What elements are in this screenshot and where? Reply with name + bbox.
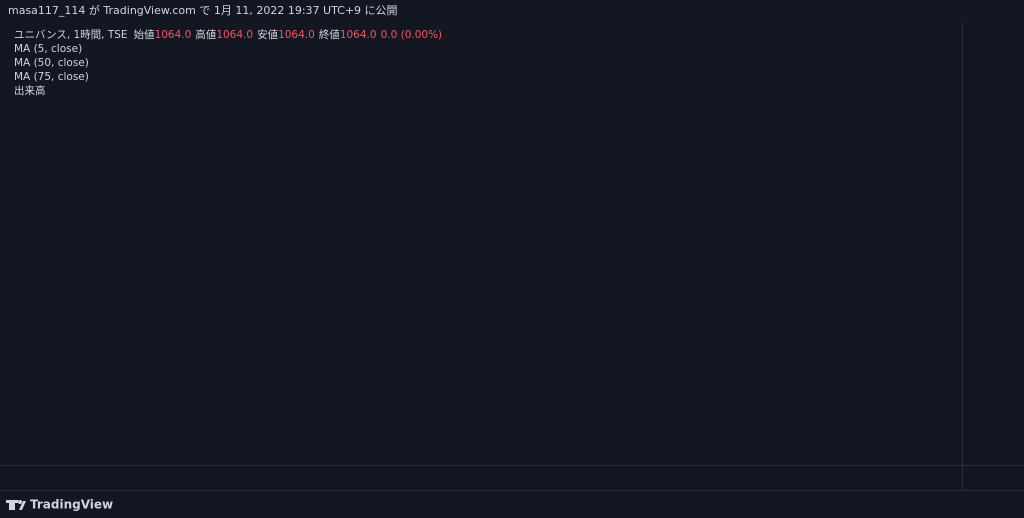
legend-ohlc-value: 1064.0 [278, 29, 315, 41]
legend-ohlc-label: 始値 [134, 28, 155, 41]
header-bar [0, 0, 1024, 22]
brand-name: TradingView [30, 498, 113, 512]
legend: ユニバンス, 1時間, TSE 始値1064.0 高値1064.0 安値1064.0 終… [14, 28, 442, 97]
legend-ohlc-label: 高値 [195, 28, 216, 41]
legend-ma: MA (75, close) [14, 71, 89, 83]
legend-ohlc-label: 安値 [257, 28, 278, 41]
legend-ma: MA (5, close) [14, 43, 82, 55]
legend-ohlc: ユニバンス, 1時間, TSE 始値1064.0 高値1064.0 安値1064.0 終… [14, 28, 442, 41]
legend-ma: MA (50, close) [14, 57, 89, 69]
brand-logo [6, 500, 26, 510]
legend-ohlc-value: 1064.0 [155, 29, 192, 41]
header-text: masa117_114 が TradingView.com で 1月 11, 2… [8, 3, 398, 17]
legend-volume: 出来高 [14, 84, 46, 97]
legend-change: 0.0 (0.00%) [381, 29, 443, 41]
legend-ohlc-value: 1064.0 [340, 29, 377, 41]
legend-ohlc-value: 1064.0 [216, 29, 253, 41]
legend-symbol: ユニバンス, 1時間, TSE [14, 29, 128, 41]
legend-ohlc-label: 終値 [319, 28, 340, 41]
